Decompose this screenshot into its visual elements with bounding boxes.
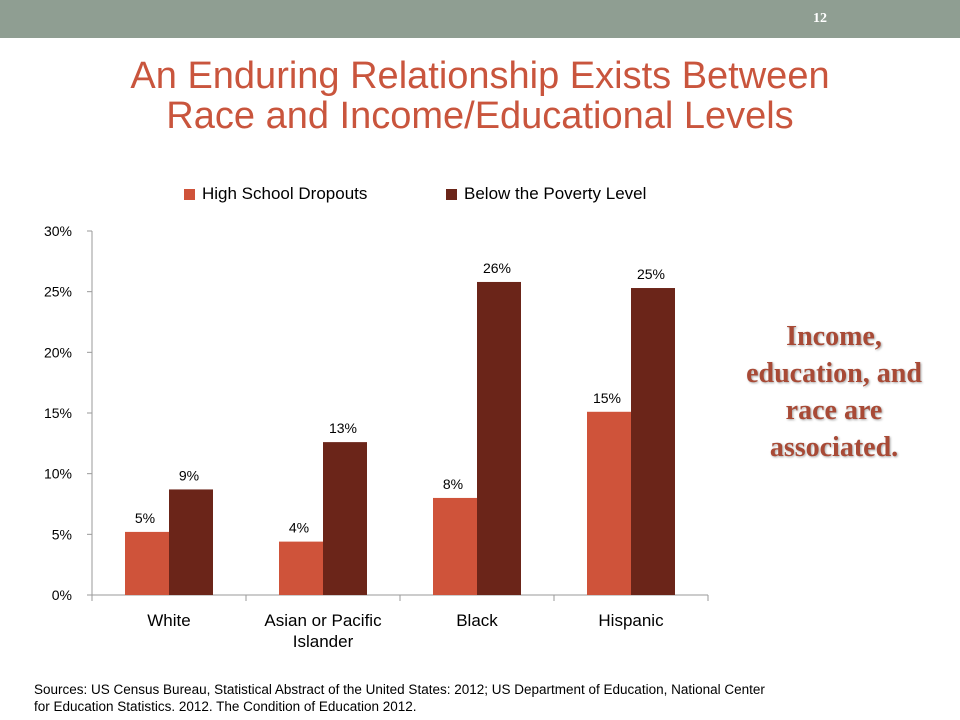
x-tick-label: Black bbox=[456, 611, 498, 630]
bar bbox=[433, 497, 477, 595]
y-tick-label: 0% bbox=[52, 587, 72, 603]
x-tick-label: Hispanic bbox=[598, 611, 664, 630]
title-line: An Enduring Relationship Exists Between bbox=[130, 55, 830, 97]
slide-number: 12 bbox=[813, 11, 827, 26]
callout-text: Income, education, and race are associat… bbox=[718, 318, 950, 466]
callout-line: education, and bbox=[746, 358, 922, 389]
data-label: 9% bbox=[179, 467, 199, 483]
data-label: 13% bbox=[329, 420, 357, 436]
data-label: 8% bbox=[443, 476, 463, 492]
bar-chart: 0% 5% 10% 15% 20% 25% 30% 5% 9% White 4% 13% Asian o… bbox=[44, 184, 709, 651]
data-label: 5% bbox=[135, 510, 155, 526]
legend-swatch bbox=[184, 189, 195, 200]
callout-line: associated. bbox=[769, 432, 899, 463]
data-label: 25% bbox=[637, 266, 665, 282]
y-tick-label: 10% bbox=[44, 466, 72, 482]
callout-line: race are bbox=[785, 395, 883, 426]
y-tick-label: 15% bbox=[44, 405, 72, 421]
legend-label: Below the Poverty Level bbox=[464, 184, 646, 203]
bar bbox=[631, 288, 675, 595]
bar bbox=[279, 541, 323, 595]
data-label: 4% bbox=[289, 520, 309, 536]
y-tick-label: 20% bbox=[44, 344, 72, 360]
data-label: 26% bbox=[483, 260, 511, 276]
top-bar bbox=[0, 0, 960, 38]
y-tick-label: 25% bbox=[44, 284, 72, 300]
sources-line: for Education Statistics. 2012. The Cond… bbox=[34, 699, 417, 714]
sources-line: Sources: US Census Bureau, Statistical A… bbox=[34, 682, 765, 697]
callout-line: Income, bbox=[786, 321, 882, 352]
bar bbox=[323, 442, 367, 595]
y-tick-label: 5% bbox=[52, 526, 72, 542]
sources-note: Sources: US Census Bureau, Statistical A… bbox=[34, 681, 934, 715]
legend-label: High School Dropouts bbox=[202, 184, 367, 203]
bar bbox=[477, 281, 521, 595]
legend-swatch bbox=[446, 189, 457, 200]
bar bbox=[169, 489, 213, 595]
bar bbox=[125, 531, 169, 595]
page-title: An Enduring Relationship Exists Between … bbox=[40, 56, 920, 136]
bar bbox=[587, 411, 631, 595]
x-tick-label: Asian or Pacific bbox=[264, 611, 382, 630]
y-tick-label: 30% bbox=[44, 223, 72, 239]
title-line: Race and Income/Educational Levels bbox=[166, 95, 794, 137]
data-label: 15% bbox=[593, 390, 621, 406]
x-tick-label: Islander bbox=[293, 632, 354, 651]
x-tick-label: White bbox=[147, 611, 190, 630]
